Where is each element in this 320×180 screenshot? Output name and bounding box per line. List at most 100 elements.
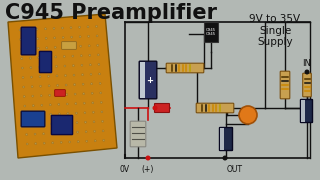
Circle shape: [75, 103, 77, 105]
FancyBboxPatch shape: [280, 71, 290, 99]
Circle shape: [65, 84, 67, 86]
Circle shape: [93, 130, 96, 132]
Circle shape: [62, 37, 64, 39]
Circle shape: [101, 111, 103, 113]
Circle shape: [89, 64, 92, 66]
FancyBboxPatch shape: [52, 115, 73, 135]
Circle shape: [82, 83, 84, 85]
Circle shape: [68, 132, 70, 134]
Text: (+): (+): [142, 165, 154, 174]
Circle shape: [82, 74, 84, 76]
Circle shape: [78, 26, 81, 28]
FancyBboxPatch shape: [21, 111, 45, 127]
Circle shape: [97, 44, 99, 46]
Polygon shape: [8, 14, 117, 158]
Circle shape: [146, 156, 150, 161]
Circle shape: [40, 95, 42, 97]
Circle shape: [71, 46, 73, 48]
Circle shape: [99, 73, 100, 75]
Circle shape: [153, 105, 157, 111]
Circle shape: [57, 94, 59, 96]
Circle shape: [70, 27, 72, 29]
Circle shape: [80, 45, 82, 47]
Circle shape: [35, 143, 37, 145]
Circle shape: [30, 67, 32, 69]
Circle shape: [31, 86, 33, 88]
Circle shape: [64, 65, 66, 67]
Circle shape: [73, 74, 75, 76]
Circle shape: [100, 92, 102, 94]
Circle shape: [222, 156, 228, 161]
Circle shape: [51, 123, 52, 125]
Circle shape: [44, 28, 46, 30]
Circle shape: [72, 65, 75, 67]
Circle shape: [71, 36, 73, 38]
Circle shape: [36, 38, 39, 40]
Text: 0V: 0V: [120, 165, 130, 174]
Circle shape: [57, 84, 59, 86]
Circle shape: [22, 76, 24, 78]
FancyBboxPatch shape: [62, 42, 76, 49]
Circle shape: [68, 122, 69, 124]
Circle shape: [28, 29, 29, 31]
Circle shape: [61, 27, 63, 29]
Circle shape: [88, 35, 90, 37]
Circle shape: [21, 57, 23, 60]
Text: +: +: [147, 75, 154, 84]
FancyBboxPatch shape: [130, 121, 146, 147]
Circle shape: [43, 142, 45, 144]
Circle shape: [23, 86, 25, 88]
Circle shape: [92, 102, 94, 104]
Circle shape: [80, 55, 82, 57]
Circle shape: [63, 55, 65, 57]
Circle shape: [34, 133, 36, 135]
Circle shape: [100, 101, 102, 103]
Circle shape: [49, 94, 51, 96]
Circle shape: [26, 143, 28, 145]
Text: IN: IN: [303, 59, 311, 68]
Polygon shape: [204, 22, 218, 42]
Text: 9V to 35V
Single
Supply: 9V to 35V Single Supply: [249, 14, 300, 47]
Circle shape: [103, 139, 105, 141]
Circle shape: [19, 29, 21, 31]
Text: OUT: OUT: [227, 165, 243, 174]
Text: C945
C945: C945 C945: [206, 28, 216, 36]
Circle shape: [84, 121, 86, 123]
Circle shape: [69, 141, 71, 143]
Circle shape: [24, 105, 26, 107]
Circle shape: [66, 103, 68, 105]
FancyBboxPatch shape: [155, 103, 170, 112]
Circle shape: [33, 114, 35, 116]
Circle shape: [32, 105, 34, 107]
Circle shape: [28, 38, 30, 40]
Circle shape: [29, 57, 31, 59]
Circle shape: [42, 123, 44, 125]
Circle shape: [96, 35, 98, 37]
Circle shape: [48, 85, 50, 87]
Circle shape: [43, 133, 44, 135]
Circle shape: [38, 57, 40, 59]
Circle shape: [53, 27, 55, 29]
Circle shape: [86, 140, 88, 142]
Circle shape: [50, 113, 52, 115]
Circle shape: [45, 37, 47, 39]
FancyBboxPatch shape: [55, 90, 65, 96]
Circle shape: [77, 141, 79, 143]
Circle shape: [76, 112, 77, 114]
Circle shape: [89, 54, 91, 56]
Circle shape: [83, 102, 85, 104]
Circle shape: [23, 96, 25, 98]
Circle shape: [58, 103, 60, 105]
Circle shape: [58, 113, 60, 115]
Circle shape: [91, 83, 92, 85]
Circle shape: [84, 112, 86, 114]
Circle shape: [46, 56, 48, 58]
Circle shape: [66, 93, 68, 96]
Bar: [220, 128, 224, 150]
Circle shape: [101, 120, 103, 122]
FancyBboxPatch shape: [220, 127, 233, 150]
Circle shape: [97, 54, 99, 56]
Circle shape: [85, 131, 87, 133]
Circle shape: [41, 114, 44, 116]
Circle shape: [59, 122, 61, 124]
